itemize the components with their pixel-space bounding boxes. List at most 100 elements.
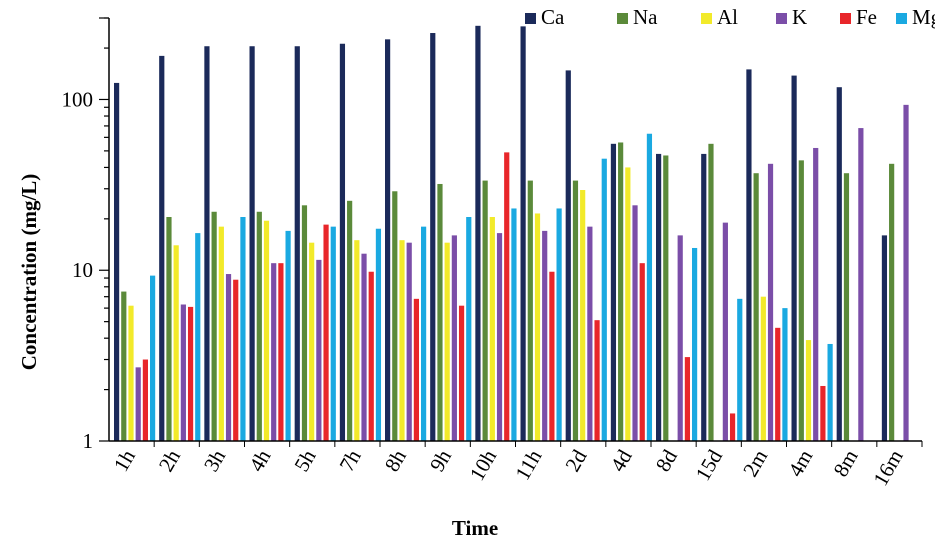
bar-ca: [836, 87, 842, 441]
bar-ca: [881, 235, 888, 441]
bar-mg: [827, 343, 833, 441]
bar-ca: [475, 25, 481, 442]
x-tick-label: 2h: [154, 445, 186, 476]
bar-na: [618, 142, 624, 442]
bar-fe: [368, 271, 374, 441]
bar-mg: [782, 308, 788, 441]
bar-na: [121, 291, 127, 441]
x-tick-label: 8h: [380, 445, 412, 476]
y-tick-label: 10: [72, 258, 93, 282]
bar-fe: [639, 263, 645, 441]
legend-label-mg: Mg: [912, 5, 935, 29]
bar-al: [399, 240, 405, 441]
bar-k: [632, 205, 638, 441]
bar-fe: [458, 305, 465, 441]
bar-al: [263, 220, 270, 441]
x-tick-label: 16m: [868, 446, 907, 490]
bar-ca: [746, 69, 752, 441]
x-tick-label: 10h: [465, 445, 502, 485]
bar-na: [437, 183, 443, 441]
bar-ca: [656, 153, 662, 441]
bar-k: [767, 163, 774, 441]
bar-mg: [421, 226, 427, 441]
bar-ca: [159, 55, 165, 442]
x-tick-label: 7h: [334, 445, 366, 476]
bar-al: [760, 296, 766, 441]
bar-mg: [195, 233, 201, 441]
bar-k: [903, 104, 909, 441]
bar-na: [753, 173, 759, 441]
bar-mg: [692, 247, 698, 441]
bar-al: [173, 245, 179, 441]
bar-fe: [775, 327, 781, 441]
bar-k: [180, 304, 186, 441]
bar-na: [798, 160, 804, 441]
bar-mg: [646, 133, 653, 441]
bar-al: [534, 213, 541, 441]
x-tick-label: 2d: [560, 445, 592, 476]
bar-na: [663, 155, 669, 441]
plot-area: [114, 25, 909, 442]
bar-mg: [601, 158, 607, 441]
bar-mg: [150, 275, 156, 441]
bar-k: [813, 147, 819, 441]
bar-k: [587, 226, 593, 441]
bar-k: [858, 128, 864, 442]
bar-al: [805, 340, 812, 441]
x-tick-label: 5h: [289, 445, 321, 476]
bar-al: [309, 242, 315, 441]
bar-fe: [820, 385, 826, 441]
bar-fe: [729, 413, 736, 441]
x-tick-label: 4h: [244, 445, 276, 476]
bar-na: [347, 200, 353, 441]
x-tick-label: 4m: [783, 446, 817, 481]
bar-fe: [413, 298, 419, 441]
bar-ca: [294, 46, 300, 441]
bar-ca: [701, 153, 707, 441]
legend-label-na: Na: [633, 5, 658, 29]
legend-swatch-al: [701, 13, 712, 24]
x-tick-label: 4d: [605, 445, 637, 476]
bar-ca: [610, 143, 617, 441]
bar-fe: [278, 263, 284, 441]
bar-na: [708, 143, 714, 441]
bar-na: [527, 180, 533, 442]
x-tick-label: 15d: [691, 445, 728, 485]
x-tick-label: 11h: [510, 445, 546, 484]
bar-k: [722, 222, 728, 441]
bar-al: [218, 226, 224, 441]
bar-k: [361, 253, 367, 441]
bar-ca: [565, 70, 571, 441]
x-tick-label: 8d: [651, 445, 683, 476]
bar-ca: [385, 39, 391, 442]
bar-na: [572, 180, 579, 442]
bar-fe: [684, 357, 690, 441]
x-tick-label: 8m: [828, 446, 862, 481]
bar-k: [677, 235, 683, 441]
bar-ca: [249, 46, 255, 441]
bar-mg: [375, 228, 382, 441]
bar-fe: [504, 152, 510, 441]
bar-fe: [233, 279, 239, 441]
bar-k: [225, 274, 232, 441]
legend-label-al: Al: [717, 5, 738, 29]
bar-ca: [430, 33, 436, 441]
legend-swatch-mg: [896, 13, 907, 24]
bar-fe: [549, 271, 555, 441]
bar-k: [496, 233, 503, 441]
bar-na: [889, 163, 895, 441]
bar-k: [135, 367, 141, 441]
legend-swatch-na: [617, 13, 628, 24]
legend-swatch-fe: [840, 13, 851, 24]
y-tick-label: 100: [62, 87, 94, 111]
legend: Ca Na Al K Fe Mg: [525, 5, 935, 29]
bar-ca: [520, 26, 526, 442]
y-tick-label: 1: [83, 429, 94, 453]
bar-fe: [142, 359, 148, 441]
bar-al: [625, 167, 631, 441]
legend-label-ca: Ca: [541, 5, 565, 29]
bar-mg: [511, 208, 517, 441]
bar-k: [406, 242, 412, 441]
bar-mg: [285, 230, 291, 441]
